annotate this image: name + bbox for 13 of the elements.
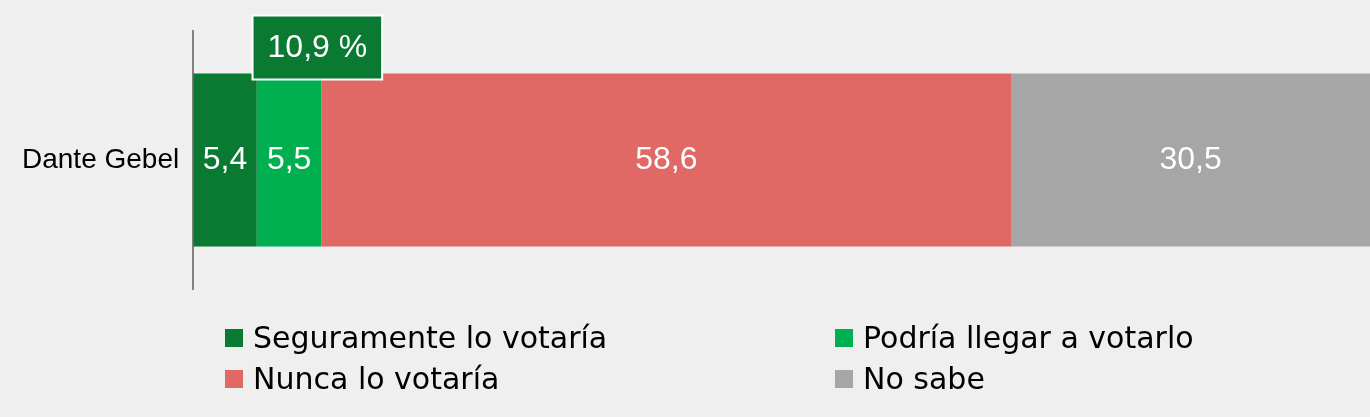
data-label: 58,6 [635,139,698,176]
bar [321,73,1012,247]
legend-label: Podría llegar a votarlo [863,320,1194,355]
bar [193,73,257,247]
y-tick-label: Dante Gebel [21,142,180,174]
bar [1011,73,1370,247]
data-label: 5,5 [266,139,312,176]
text: 10,9 % [267,28,368,65]
data-label: 5,4 [202,139,248,176]
legend-label: No sabe [863,361,985,396]
data-label: 30,5 [1159,139,1222,176]
legend-label: Seguramente lo votaría [253,320,608,355]
legend-label: Nunca lo votaría [253,361,500,396]
